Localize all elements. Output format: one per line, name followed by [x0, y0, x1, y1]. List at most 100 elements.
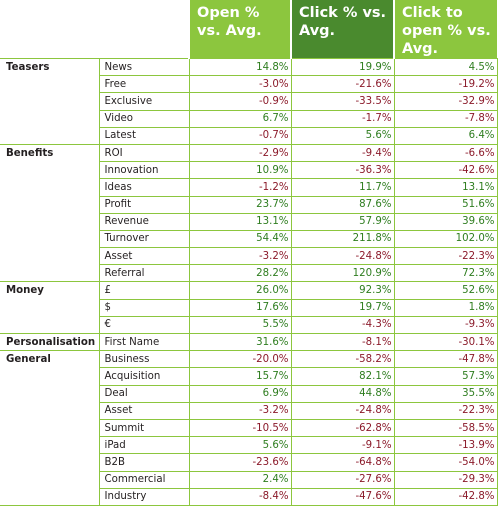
click-to-open-vs-avg-cell: -29.3%: [393, 471, 498, 489]
header-open-vs-avg: Open % vs. Avg.: [188, 0, 291, 59]
click-vs-avg-cell: 87.6%: [290, 196, 394, 214]
click-to-open-vs-avg-cell: -13.9%: [393, 436, 498, 455]
term-cell: €: [98, 316, 189, 335]
open-vs-avg-cell: -20.0%: [188, 350, 291, 369]
click-vs-avg-cell: -27.6%: [290, 471, 394, 489]
term-cell: News: [98, 57, 189, 77]
open-vs-avg-cell: 54.4%: [188, 230, 291, 249]
term-cell: First Name: [98, 332, 189, 352]
click-to-open-vs-avg-cell: 1.8%: [393, 299, 498, 317]
category-label: [0, 385, 99, 402]
click-to-open-vs-avg-cell: 35.5%: [393, 385, 498, 403]
table-row: Asset -3.2% -24.8% -22.3%: [0, 247, 498, 266]
open-vs-avg-cell: 28.2%: [188, 264, 291, 283]
click-vs-avg-cell: 211.8%: [290, 230, 394, 249]
term-cell: Commercial: [98, 471, 189, 489]
click-vs-avg-cell: -8.1%: [290, 332, 394, 352]
category-label: [0, 368, 99, 385]
click-to-open-vs-avg-cell: 4.5%: [393, 57, 498, 77]
category-label: [0, 437, 99, 454]
table-row: Exclusive -0.9% -33.5% -32.9%: [0, 92, 498, 111]
category-label: [0, 179, 99, 196]
click-vs-avg-cell: -9.1%: [290, 436, 394, 455]
term-cell: Free: [98, 75, 189, 94]
term-cell: Exclusive: [98, 92, 189, 111]
term-cell: Asset: [98, 402, 189, 420]
category-label: [0, 248, 99, 265]
category-label: Personalisation: [0, 332, 99, 352]
open-vs-avg-cell: -8.4%: [188, 488, 291, 506]
table-row: Money £26.0% 92.3% 52.6%: [0, 281, 498, 300]
table-row: General Business -20.0% -58.2% -47.8%: [0, 350, 498, 369]
click-to-open-vs-avg-cell: -58.5%: [393, 419, 498, 438]
open-vs-avg-cell: 5.5%: [188, 316, 291, 335]
category-label: [0, 110, 99, 127]
table-row: €5.5% -4.3% -9.3%: [0, 316, 498, 335]
open-vs-avg-cell: -3.2%: [188, 247, 291, 266]
click-vs-avg-cell: 19.7%: [290, 299, 394, 317]
click-vs-avg-cell: -64.8%: [290, 453, 394, 472]
open-vs-avg-cell: 14.8%: [188, 57, 291, 77]
subject-line-performance-table: Open % vs. Avg. Click % vs. Avg. Click t…: [0, 0, 498, 506]
category-label: [0, 471, 99, 488]
category-label: [0, 196, 99, 213]
category-label: [0, 76, 99, 93]
click-vs-avg-cell: 44.8%: [290, 385, 394, 403]
table-row: Summit -10.5% -62.8% -58.5%: [0, 419, 498, 438]
open-vs-avg-cell: -10.5%: [188, 419, 291, 438]
table-body: Teasers News 14.8% 19.9% 4.5% Free -3.0% -21.6%…: [0, 57, 498, 506]
category-label: [0, 127, 99, 145]
table-row: Deal 6.9% 44.8% 35.5%: [0, 385, 498, 403]
term-cell: Business: [98, 350, 189, 369]
click-to-open-vs-avg-cell: -47.8%: [393, 350, 498, 369]
click-to-open-vs-avg-cell: 72.3%: [393, 264, 498, 283]
term-cell: Asset: [98, 247, 189, 266]
click-to-open-vs-avg-cell: -22.3%: [393, 247, 498, 266]
click-to-open-vs-avg-cell: -32.9%: [393, 92, 498, 111]
table-row: Ideas -1.2% 11.7% 13.1%: [0, 178, 498, 197]
term-cell: B2B: [98, 453, 189, 472]
click-to-open-vs-avg-cell: 51.6%: [393, 196, 498, 214]
click-to-open-vs-avg-cell: 52.6%: [393, 281, 498, 300]
click-to-open-vs-avg-cell: 6.4%: [393, 127, 498, 145]
table-row: Profit 23.7% 87.6% 51.6%: [0, 196, 498, 214]
category-label: [0, 454, 99, 471]
click-to-open-vs-avg-cell: -22.3%: [393, 402, 498, 420]
click-to-open-vs-avg-cell: 57.3%: [393, 367, 498, 386]
open-vs-avg-cell: 6.7%: [188, 110, 291, 128]
open-vs-avg-cell: -2.9%: [188, 143, 291, 163]
click-vs-avg-cell: 92.3%: [290, 281, 394, 300]
term-cell: Revenue: [98, 213, 189, 231]
category-label: [0, 419, 99, 436]
table-row: B2B -23.6% -64.8% -54.0%: [0, 453, 498, 472]
open-vs-avg-cell: 26.0%: [188, 281, 291, 300]
open-vs-avg-cell: -3.2%: [188, 402, 291, 420]
table-row: Revenue 13.1% 57.9% 39.6%: [0, 213, 498, 231]
table-row: Industry -8.4% -47.6% -42.8%: [0, 488, 498, 506]
click-vs-avg-cell: -24.8%: [290, 247, 394, 266]
term-cell: ROI: [98, 143, 189, 163]
term-cell: £: [98, 281, 189, 300]
category-label: [0, 299, 99, 316]
click-to-open-vs-avg-cell: 102.0%: [393, 230, 498, 249]
open-vs-avg-cell: 2.4%: [188, 471, 291, 489]
term-cell: Innovation: [98, 161, 189, 180]
term-cell: Acquisition: [98, 367, 189, 386]
click-to-open-vs-avg-cell: -19.2%: [393, 75, 498, 94]
term-cell: Ideas: [98, 178, 189, 197]
click-to-open-vs-avg-cell: 39.6%: [393, 213, 498, 231]
click-vs-avg-cell: -36.3%: [290, 161, 394, 180]
click-to-open-vs-avg-cell: 13.1%: [393, 178, 498, 197]
click-to-open-vs-avg-cell: -54.0%: [393, 453, 498, 472]
term-cell: Industry: [98, 488, 189, 506]
open-vs-avg-cell: -23.6%: [188, 453, 291, 472]
click-vs-avg-cell: -4.3%: [290, 316, 394, 335]
click-vs-avg-cell: 11.7%: [290, 178, 394, 197]
term-cell: Referral: [98, 264, 189, 283]
click-vs-avg-cell: 57.9%: [290, 213, 394, 231]
click-vs-avg-cell: 120.9%: [290, 264, 394, 283]
table-row: Benefits ROI -2.9% -9.4% -6.6%: [0, 143, 498, 163]
open-vs-avg-cell: -3.0%: [188, 75, 291, 94]
term-cell: $: [98, 299, 189, 317]
